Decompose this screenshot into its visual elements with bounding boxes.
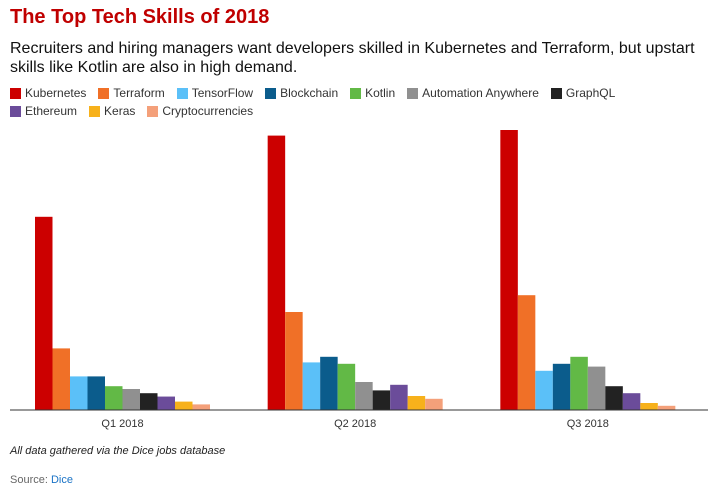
legend-item-keras: Keras <box>89 104 135 118</box>
legend-label: TensorFlow <box>191 86 254 100</box>
legend-swatch <box>407 87 419 99</box>
bar-automation-anywhere-q3-2018 <box>587 366 606 410</box>
bar-kotlin-q3-2018 <box>570 356 588 410</box>
source-link[interactable]: Dice <box>50 474 73 486</box>
bar-tensorflow-q3-2018 <box>535 370 553 410</box>
chart-subtitle: Recruiters and hiring managers want deve… <box>10 40 695 76</box>
x-tick-label: Q3 2018 <box>567 418 609 430</box>
legend-row: Ethereum Keras Cryptocurrencies <box>10 102 700 120</box>
bar-cryptocurrencies-q1-2018 <box>192 404 210 410</box>
bar-keras-q3-2018 <box>640 403 658 410</box>
legend-row: Kubernetes Terraform TensorFlow Blockchain K… <box>10 84 700 102</box>
chart-title: The Top Tech Skills of 2018 <box>10 6 270 28</box>
legend-swatch <box>550 87 562 99</box>
bar-cryptocurrencies-q3-2018 <box>657 405 676 410</box>
bar-tensorflow-q2-2018 <box>302 362 321 410</box>
legend-label: Kubernetes <box>25 86 87 100</box>
bar-ethereum-q2-2018 <box>390 384 408 410</box>
legend-label: Cryptocurrencies <box>162 104 254 118</box>
legend-label: Kotlin <box>365 86 396 100</box>
bar-ethereum-q3-2018 <box>622 393 641 410</box>
bar-graphql-q3-2018 <box>605 386 623 410</box>
legend-label: Ethereum <box>25 104 78 118</box>
legend-label: GraphQL <box>565 86 616 100</box>
legend-item-kotlin: Kotlin <box>350 86 395 100</box>
legend-item-graphql: GraphQL <box>550 86 616 100</box>
legend-swatch <box>265 87 277 99</box>
legend-label: Terraform <box>113 86 165 100</box>
legend-item-kubernetes: Kubernetes <box>10 86 86 100</box>
legend-item-tensorflow: TensorFlow <box>176 86 254 100</box>
bar-kubernetes-q1-2018 <box>35 216 53 410</box>
bar-tensorflow-q1-2018 <box>70 376 88 410</box>
bar-terraform-q3-2018 <box>517 295 536 410</box>
legend-item-automation-anywhere: Automation Anywhere <box>407 86 539 100</box>
bar-graphql-q2-2018 <box>372 390 391 410</box>
bar-kotlin-q1-2018 <box>105 386 123 410</box>
legend-swatch <box>350 87 362 99</box>
x-tick-label: Q1 2018 <box>101 418 143 430</box>
legend-item-blockchain: Blockchain <box>265 86 338 100</box>
bar-keras-q2-2018 <box>407 396 426 410</box>
legend-swatch <box>10 105 21 117</box>
bar-terraform-q1-2018 <box>52 348 70 410</box>
legend-swatch <box>89 105 101 117</box>
legend-swatch <box>176 87 188 99</box>
source-line: Source: Dice <box>10 474 73 486</box>
bar-keras-q1-2018 <box>175 401 193 410</box>
legend-label: Keras <box>104 104 136 118</box>
legend-swatch <box>98 87 110 99</box>
bar-automation-anywhere-q1-2018 <box>122 389 140 410</box>
bar-kubernetes-q3-2018 <box>500 130 518 410</box>
bar-terraform-q2-2018 <box>285 312 303 410</box>
bar-blockchain-q1-2018 <box>87 376 105 410</box>
bar-blockchain-q3-2018 <box>552 363 571 410</box>
chart-note: All data gathered via the Dice jobs data… <box>10 445 226 457</box>
x-tick-label: Q2 2018 <box>334 418 376 430</box>
bar-kubernetes-q2-2018 <box>267 135 286 410</box>
bar-cryptocurrencies-q2-2018 <box>425 398 443 410</box>
bar-blockchain-q2-2018 <box>320 356 338 410</box>
legend-label: Automation Anywhere <box>422 86 539 100</box>
legend-swatch <box>147 105 159 117</box>
legend-label: Blockchain <box>280 86 339 100</box>
chart-legend: Kubernetes Terraform TensorFlow Blockchain K… <box>10 84 700 120</box>
legend-item-ethereum: Ethereum <box>10 104 77 118</box>
legend-swatch <box>10 87 21 99</box>
bar-automation-anywhere-q2-2018 <box>355 382 373 410</box>
legend-item-cryptocurrencies: Cryptocurrencies <box>147 104 253 118</box>
bar-chart: Q1 2018 Q2 2018 Q3 2018 <box>10 130 708 430</box>
bar-graphql-q1-2018 <box>140 393 158 410</box>
source-label: Source: <box>10 474 48 486</box>
legend-item-terraform: Terraform <box>98 86 165 100</box>
bar-kotlin-q2-2018 <box>337 363 356 410</box>
bar-ethereum-q1-2018 <box>157 396 175 410</box>
